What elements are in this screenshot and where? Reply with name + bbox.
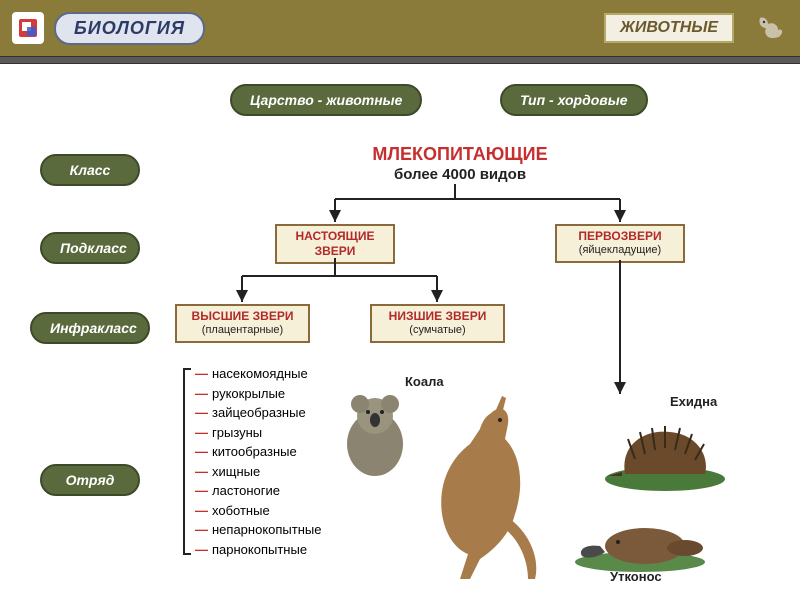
order-text: грызуны [212, 425, 262, 440]
pill-order: Отряд [40, 464, 140, 496]
order-text: хищные [212, 464, 260, 479]
order-text: ластоногие [212, 483, 280, 498]
order-item: — грызуны [195, 423, 321, 443]
order-dash: — [195, 522, 208, 537]
tree-main-title: МЛЕКОПИТАЮЩИЕ [330, 144, 590, 165]
node-infraclass-2-title: НИЗШИЕ ЗВЕРИ [380, 309, 495, 324]
order-dash: — [195, 444, 208, 459]
order-text: парнокопытные [212, 542, 307, 557]
order-list: —насекомоядные—рукокрылые—зайцеобразные—… [195, 364, 321, 559]
order-item: — рукокрылые [195, 384, 321, 404]
order-item: — китообразные [195, 442, 321, 462]
order-item: — насекомоядные [195, 364, 321, 384]
pill-class: Класс [40, 154, 140, 186]
order-text: хоботные [212, 503, 270, 518]
order-dash: — [195, 483, 208, 498]
order-dash: — [195, 386, 208, 401]
subject-title: БИОЛОГИЯ [54, 12, 205, 45]
figure-kangaroo [410, 384, 550, 584]
order-dash: — [195, 503, 208, 518]
node-subclass-2-sub: (яйцекладущие) [565, 244, 675, 258]
squirrel-icon [752, 10, 788, 46]
figure-platypus [570, 504, 710, 574]
order-dash: — [195, 464, 208, 479]
content-area: Царство - животные Тип - хордовые Класс … [0, 64, 800, 600]
header-bar: БИОЛОГИЯ ЖИВОТНЫЕ [0, 0, 800, 56]
order-text: зайцеобразные [212, 405, 306, 420]
pill-kingdom: Царство - животные [230, 84, 422, 116]
node-subclass-1: НАСТОЯЩИЕ ЗВЕРИ [275, 224, 395, 264]
order-item: — хищные [195, 462, 321, 482]
node-subclass-2: ПЕРВОЗВЕРИ (яйцекладущие) [555, 224, 685, 263]
order-dash: — [195, 542, 208, 557]
pill-infraclass: Инфракласс [30, 312, 150, 344]
divider-strip [0, 56, 800, 64]
order-dash: — [195, 366, 208, 381]
order-dash: — [195, 425, 208, 440]
logo-icon [12, 12, 44, 44]
order-item: — непарнокопытные [195, 520, 321, 540]
order-item: — хоботные [195, 501, 321, 521]
figure-koala [330, 384, 420, 484]
order-item: — ластоногие [195, 481, 321, 501]
figure-echidna [600, 404, 730, 494]
pill-subclass: Подкласс [40, 232, 140, 264]
order-dash: — [195, 405, 208, 420]
order-item: — зайцеобразные [195, 403, 321, 423]
order-item: — парнокопытные [195, 540, 321, 560]
category-badge: ЖИВОТНЫЕ [604, 13, 734, 43]
order-text: рукокрылые [212, 386, 285, 401]
order-bracket [183, 368, 191, 555]
node-subclass-2-title: ПЕРВОЗВЕРИ [565, 229, 675, 244]
node-infraclass-2-sub: (сумчатые) [380, 324, 495, 338]
pill-phylum: Тип - хордовые [500, 84, 648, 116]
order-text: насекомоядные [212, 366, 308, 381]
node-subclass-1-title: НАСТОЯЩИЕ ЗВЕРИ [285, 229, 385, 259]
order-text: непарнокопытные [212, 522, 321, 537]
tree-main-sub: более 4000 видов [350, 166, 570, 183]
order-text: китообразные [212, 444, 297, 459]
node-infraclass-1-title: ВЫСШИЕ ЗВЕРИ [185, 309, 300, 324]
node-infraclass-1-sub: (плацентарные) [185, 324, 300, 338]
node-infraclass-1: ВЫСШИЕ ЗВЕРИ (плацентарные) [175, 304, 310, 343]
node-infraclass-2: НИЗШИЕ ЗВЕРИ (сумчатые) [370, 304, 505, 343]
app-root: БИОЛОГИЯ ЖИВОТНЫЕ Царство - животные Тип… [0, 0, 800, 600]
